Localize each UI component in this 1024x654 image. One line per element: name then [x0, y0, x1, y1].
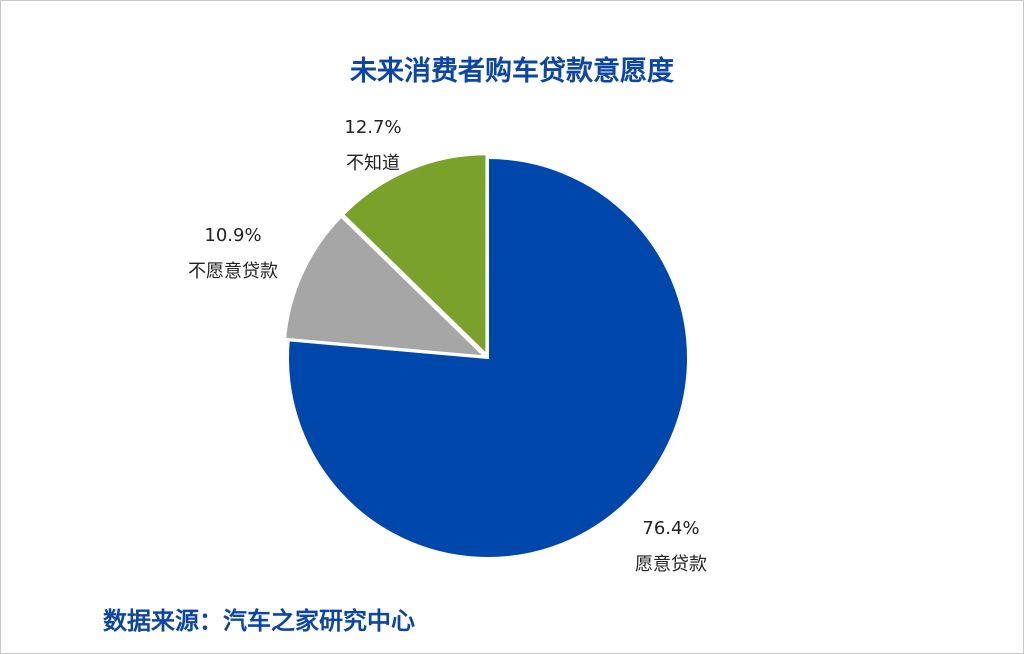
- slice-category-label: 不知道: [346, 153, 400, 174]
- slice-value-label: 12.7%: [344, 117, 401, 138]
- slice-value-label: 76.4%: [642, 518, 699, 539]
- source-note: 数据来源：汽车之家研究中心: [103, 607, 415, 635]
- slice-category-label: 愿意贷款: [635, 554, 707, 575]
- slice-category-label: 不愿意贷款: [188, 261, 278, 282]
- pie-slice: [284, 215, 488, 358]
- slice-value-label: 10.9%: [204, 225, 261, 246]
- pie-slices: [284, 153, 689, 559]
- chart-title: 未来消费者购车贷款意愿度: [350, 56, 674, 87]
- pie-slice: [341, 153, 488, 357]
- pie-labels: 76.4% 愿意贷款 10.9% 不愿意贷款 12.7% 不知道: [188, 117, 707, 575]
- pie-slice: [287, 156, 689, 559]
